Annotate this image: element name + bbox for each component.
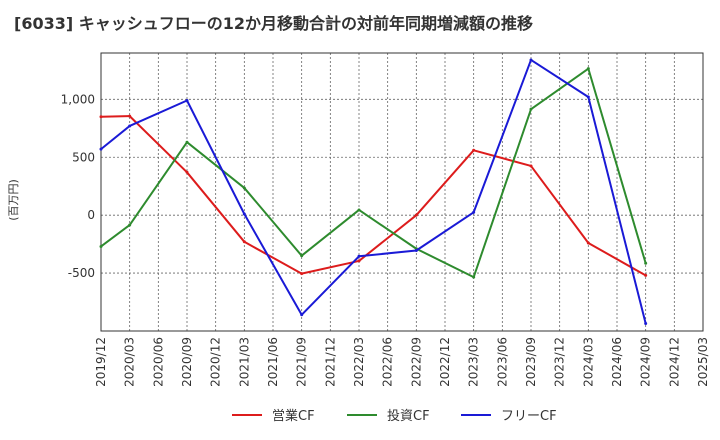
data-point bbox=[128, 124, 132, 128]
data-point bbox=[586, 241, 590, 245]
data-point bbox=[99, 147, 103, 151]
data-point bbox=[185, 170, 189, 174]
data-point bbox=[529, 58, 533, 62]
data-point bbox=[472, 148, 476, 152]
data-point bbox=[242, 186, 246, 190]
x-tick-label: 2024/03 bbox=[581, 337, 595, 387]
plot-border bbox=[100, 52, 704, 332]
data-point bbox=[644, 321, 648, 325]
y-tick-label: -500 bbox=[68, 266, 95, 280]
data-point bbox=[128, 114, 132, 118]
data-point bbox=[529, 164, 533, 168]
data-point bbox=[357, 259, 361, 263]
data-point bbox=[472, 275, 476, 279]
data-point bbox=[242, 240, 246, 244]
legend-label-3: フリーCF bbox=[501, 409, 557, 424]
x-tick-label: 2023/09 bbox=[524, 337, 538, 387]
data-point bbox=[586, 67, 590, 71]
x-tick-label: 2021/03 bbox=[237, 337, 251, 387]
x-tick-label: 2021/12 bbox=[323, 337, 337, 387]
data-point bbox=[300, 272, 304, 276]
legend-label-1: 営業CF bbox=[272, 408, 315, 424]
legend-label-2: 投資CF bbox=[387, 408, 430, 424]
y-tick-label: 0 bbox=[87, 208, 95, 222]
x-tick-label: 2020/12 bbox=[209, 337, 223, 387]
x-tick-label: 2022/06 bbox=[381, 337, 395, 387]
x-tick-label: 2020/03 bbox=[123, 337, 137, 387]
x-tick-label: 2024/12 bbox=[667, 337, 681, 387]
x-tick-label: 2022/09 bbox=[409, 337, 423, 387]
data-point bbox=[185, 140, 189, 144]
y-tick-label: 1,000 bbox=[61, 92, 95, 106]
x-tick-label: 2024/09 bbox=[639, 337, 653, 387]
data-point bbox=[99, 115, 103, 119]
data-point bbox=[472, 210, 476, 214]
data-point bbox=[414, 248, 418, 252]
data-point bbox=[128, 223, 132, 227]
x-tick-label: 2025/03 bbox=[696, 337, 710, 387]
chart-title: [6033] キャッシュフローの12か月移動合計の対前年同期増減額の推移 bbox=[14, 14, 533, 33]
x-tick-label: 2023/12 bbox=[553, 337, 567, 387]
x-tick-label: 2023/06 bbox=[495, 337, 509, 387]
x-tick-label: 2024/06 bbox=[610, 337, 624, 387]
data-point bbox=[300, 254, 304, 258]
data-point bbox=[185, 98, 189, 102]
data-point bbox=[644, 273, 648, 277]
x-tick-label: 2021/09 bbox=[295, 337, 309, 387]
data-point bbox=[242, 212, 246, 216]
data-point bbox=[99, 244, 103, 248]
x-tick-label: 2020/09 bbox=[180, 337, 194, 387]
y-axis-label: (百万円) bbox=[7, 179, 20, 221]
data-point bbox=[300, 313, 304, 317]
data-point bbox=[529, 107, 533, 111]
data-point bbox=[357, 254, 361, 258]
x-tick-label: 2020/06 bbox=[151, 337, 165, 387]
data-point bbox=[644, 261, 648, 265]
x-tick-label: 2021/06 bbox=[266, 337, 280, 387]
data-point bbox=[586, 95, 590, 99]
data-point bbox=[357, 208, 361, 212]
x-tick-label: 2022/03 bbox=[352, 337, 366, 387]
data-point bbox=[414, 213, 418, 217]
x-tick-label: 2019/12 bbox=[94, 337, 108, 387]
x-tick-label: 2023/03 bbox=[467, 337, 481, 387]
y-tick-label: 500 bbox=[72, 150, 95, 164]
x-tick-label: 2022/12 bbox=[438, 337, 452, 387]
